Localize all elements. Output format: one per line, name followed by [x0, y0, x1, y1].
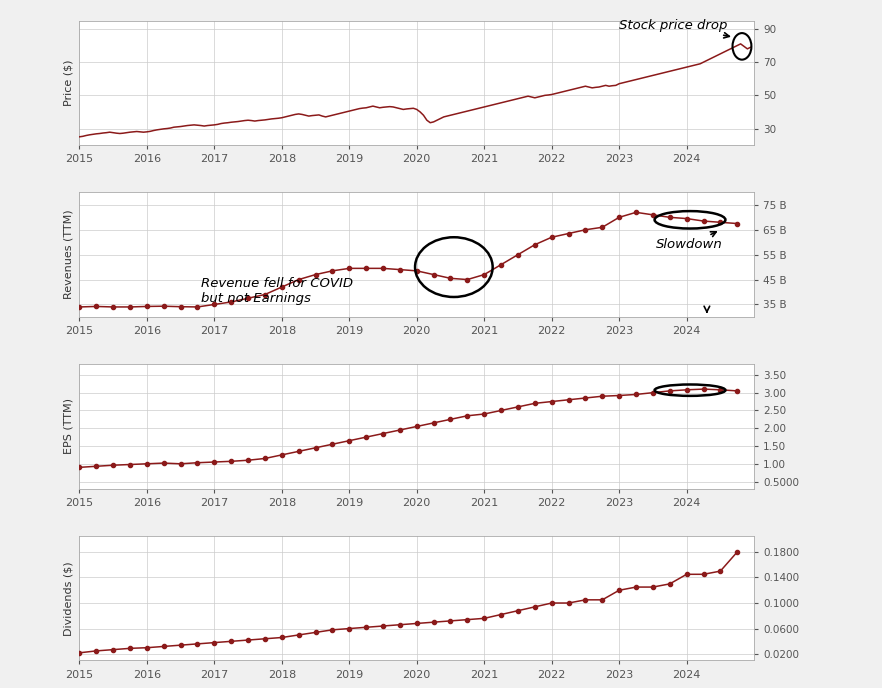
Text: Slowdown: Slowdown — [656, 232, 723, 251]
Y-axis label: EPS (TTM): EPS (TTM) — [64, 398, 74, 455]
Y-axis label: Revenues (TTM): Revenues (TTM) — [64, 210, 74, 299]
Y-axis label: Dividends ($): Dividends ($) — [64, 561, 74, 636]
Text: Stock price drop: Stock price drop — [619, 19, 729, 38]
Y-axis label: Price ($): Price ($) — [64, 60, 74, 106]
Text: Revenue fell for COVID
but not Earnings: Revenue fell for COVID but not Earnings — [201, 277, 353, 305]
